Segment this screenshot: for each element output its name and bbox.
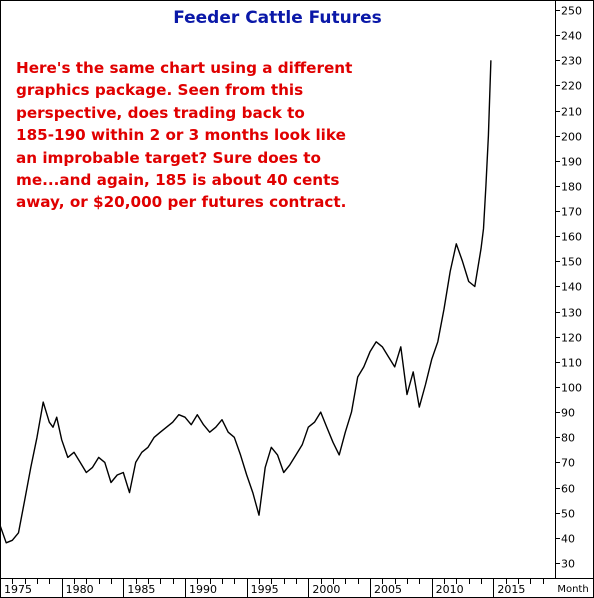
- y-tick-label: 250: [561, 5, 582, 18]
- y-tick-label: 170: [561, 206, 582, 219]
- chart-title: Feeder Cattle Futures: [173, 8, 382, 28]
- annotation-line: me...and again, 185 is about 40 cents: [16, 171, 340, 190]
- x-axis: 1975 1980 1985 1990 1995 2000 2005 2010 2015: [0, 578, 544, 598]
- y-tick-label: 180: [561, 181, 582, 194]
- y-tick-label: 160: [561, 231, 582, 244]
- x-tick-label: 2015: [497, 583, 525, 596]
- y-tick-label: 70: [561, 457, 575, 470]
- y-tick-label: 30: [561, 558, 575, 571]
- y-tick-label: 220: [561, 80, 582, 93]
- y-tick-label: 90: [561, 407, 575, 420]
- y-tick-label: 120: [561, 332, 582, 345]
- plot-area: [0, 60, 492, 544]
- price-series-line: [0, 60, 492, 544]
- x-tick-label: 2010: [436, 583, 464, 596]
- y-tick-label: 240: [561, 30, 582, 43]
- x-tick-label: 1990: [189, 583, 217, 596]
- x-tick-label: 1980: [66, 583, 94, 596]
- annotation-line: perspective, does trading back to: [16, 103, 305, 122]
- chart-annotation: Here's the same chart using a different …: [16, 57, 386, 214]
- annotation-line: Here's the same chart using a different: [16, 59, 353, 77]
- y-tick-label: 80: [561, 432, 575, 445]
- y-axis: 30 40 50 60 70 80 90 100 110 120 130 140 150 160 170 18…: [555, 5, 582, 571]
- y-tick-label: 130: [561, 307, 582, 320]
- y-tick-label: 230: [561, 55, 582, 68]
- x-axis-label: Month: [557, 584, 588, 595]
- x-tick-label: 2005: [374, 583, 402, 596]
- annotation-line: graphics package. Seen from this: [16, 81, 304, 100]
- y-tick-label: 210: [561, 106, 582, 119]
- y-tick-label: 140: [561, 281, 582, 294]
- x-tick-label: 1995: [251, 583, 279, 596]
- y-tick-label: 100: [561, 382, 582, 395]
- y-tick-label: 50: [561, 508, 575, 521]
- y-tick-label: 40: [561, 533, 575, 546]
- y-tick-label: 110: [561, 357, 582, 370]
- x-tick-label: 2000: [312, 583, 340, 596]
- y-tick-label: 60: [561, 483, 575, 496]
- y-tick-label: 190: [561, 156, 582, 169]
- annotation-line: away, or $20,000 per futures contract.: [16, 193, 347, 212]
- y-tick-label: 150: [561, 256, 582, 269]
- annotation-line: 185-190 within 2 or 3 months look like: [16, 126, 346, 145]
- y-tick-label: 200: [561, 131, 582, 144]
- annotation-line: an improbable target? Sure does to: [16, 148, 321, 167]
- x-tick-label: 1975: [4, 583, 32, 596]
- x-tick-label: 1985: [127, 583, 155, 596]
